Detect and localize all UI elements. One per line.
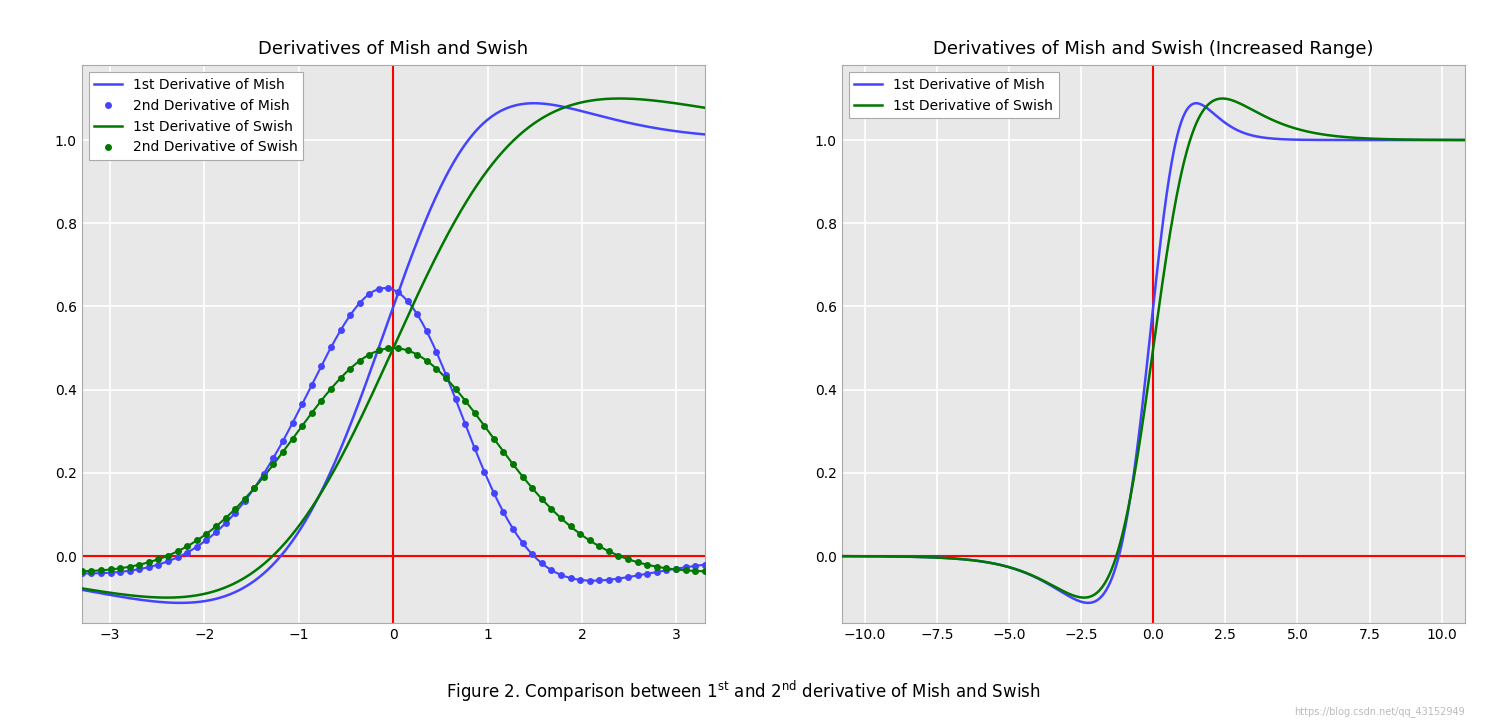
1st Derivative of Swish bbox=[1075, 593, 1093, 602]
1st Derivative of Mish bbox=[171, 599, 189, 607]
1st Derivative of Mish bbox=[833, 552, 851, 560]
2nd Derivative of Mish bbox=[581, 576, 599, 585]
Line: 1st Derivative of Swish: 1st Derivative of Swish bbox=[82, 98, 705, 597]
1st Derivative of Swish bbox=[184, 592, 202, 600]
2nd Derivative of Swish bbox=[226, 505, 244, 513]
1st Derivative of Swish bbox=[233, 574, 251, 583]
Title: Derivatives of Mish and Swish: Derivatives of Mish and Swish bbox=[259, 40, 528, 58]
1st Derivative of Mish bbox=[1331, 135, 1349, 144]
1st Derivative of Mish bbox=[544, 101, 562, 109]
2nd Derivative of Mish bbox=[226, 508, 244, 517]
Line: 1st Derivative of Mish: 1st Derivative of Mish bbox=[842, 104, 1465, 603]
1st Derivative of Swish bbox=[1086, 590, 1103, 599]
2nd Derivative of Mish bbox=[571, 576, 589, 584]
1st Derivative of Swish bbox=[1262, 115, 1280, 124]
2nd Derivative of Swish bbox=[265, 460, 283, 468]
1st Derivative of Swish bbox=[355, 405, 373, 414]
2nd Derivative of Swish bbox=[696, 567, 714, 576]
1st Derivative of Swish bbox=[611, 94, 629, 103]
2nd Derivative of Mish bbox=[379, 284, 397, 292]
2nd Derivative of Mish bbox=[341, 311, 358, 320]
1st Derivative of Swish bbox=[833, 552, 851, 560]
1st Derivative of Mish bbox=[355, 382, 373, 391]
Line: 1st Derivative of Swish: 1st Derivative of Swish bbox=[842, 98, 1465, 597]
Text: Figure 2. Comparison between 1$^{\rm st}$ and 2$^{\rm nd}$ derivative of Mish an: Figure 2. Comparison between 1$^{\rm st}… bbox=[446, 679, 1041, 704]
1st Derivative of Mish bbox=[1108, 560, 1126, 568]
Line: 2nd Derivative of Mish: 2nd Derivative of Mish bbox=[79, 285, 708, 584]
1st Derivative of Swish bbox=[1108, 550, 1126, 559]
2nd Derivative of Mish bbox=[265, 453, 283, 462]
1st Derivative of Swish bbox=[543, 109, 561, 117]
2nd Derivative of Mish bbox=[120, 566, 138, 575]
1st Derivative of Swish bbox=[73, 584, 91, 593]
1st Derivative of Mish bbox=[696, 130, 714, 139]
1st Derivative of Mish bbox=[233, 584, 251, 592]
Legend: 1st Derivative of Mish, 2nd Derivative of Mish, 1st Derivative of Swish, 2nd Der: 1st Derivative of Mish, 2nd Derivative o… bbox=[89, 72, 303, 160]
1st Derivative of Swish bbox=[442, 226, 459, 235]
1st Derivative of Swish bbox=[696, 104, 714, 112]
1st Derivative of Mish bbox=[525, 99, 543, 108]
1st Derivative of Swish bbox=[1456, 135, 1474, 144]
2nd Derivative of Swish bbox=[379, 344, 397, 353]
1st Derivative of Mish bbox=[73, 586, 91, 594]
1st Derivative of Swish bbox=[1213, 94, 1231, 103]
2nd Derivative of Mish bbox=[73, 569, 91, 578]
1st Derivative of Mish bbox=[1080, 599, 1097, 607]
1st Derivative of Mish bbox=[897, 552, 915, 561]
2nd Derivative of Swish bbox=[571, 529, 589, 538]
Line: 1st Derivative of Mish: 1st Derivative of Mish bbox=[82, 104, 705, 603]
Title: Derivatives of Mish and Swish (Increased Range): Derivatives of Mish and Swish (Increased… bbox=[932, 40, 1374, 58]
2nd Derivative of Swish bbox=[73, 567, 91, 576]
1st Derivative of Mish bbox=[442, 164, 459, 173]
Legend: 1st Derivative of Mish, 1st Derivative of Swish: 1st Derivative of Mish, 1st Derivative o… bbox=[849, 72, 1059, 118]
1st Derivative of Swish bbox=[158, 593, 175, 602]
1st Derivative of Mish bbox=[489, 108, 507, 117]
2nd Derivative of Mish bbox=[696, 560, 714, 569]
1st Derivative of Mish bbox=[1086, 597, 1103, 606]
1st Derivative of Mish bbox=[1262, 134, 1280, 143]
1st Derivative of Mish bbox=[1187, 99, 1204, 108]
1st Derivative of Swish bbox=[489, 152, 507, 161]
2nd Derivative of Swish bbox=[657, 564, 675, 573]
Line: 2nd Derivative of Swish: 2nd Derivative of Swish bbox=[79, 345, 708, 575]
1st Derivative of Mish bbox=[184, 598, 202, 607]
1st Derivative of Mish bbox=[1320, 135, 1338, 144]
Text: https://blog.csdn.net/qq_43152949: https://blog.csdn.net/qq_43152949 bbox=[1294, 706, 1465, 717]
1st Derivative of Swish bbox=[1331, 132, 1349, 141]
1st Derivative of Swish bbox=[1320, 131, 1338, 140]
2nd Derivative of Swish bbox=[120, 563, 138, 571]
1st Derivative of Mish bbox=[1456, 135, 1474, 144]
2nd Derivative of Swish bbox=[341, 364, 358, 373]
1st Derivative of Swish bbox=[897, 552, 915, 561]
2nd Derivative of Mish bbox=[351, 298, 369, 307]
